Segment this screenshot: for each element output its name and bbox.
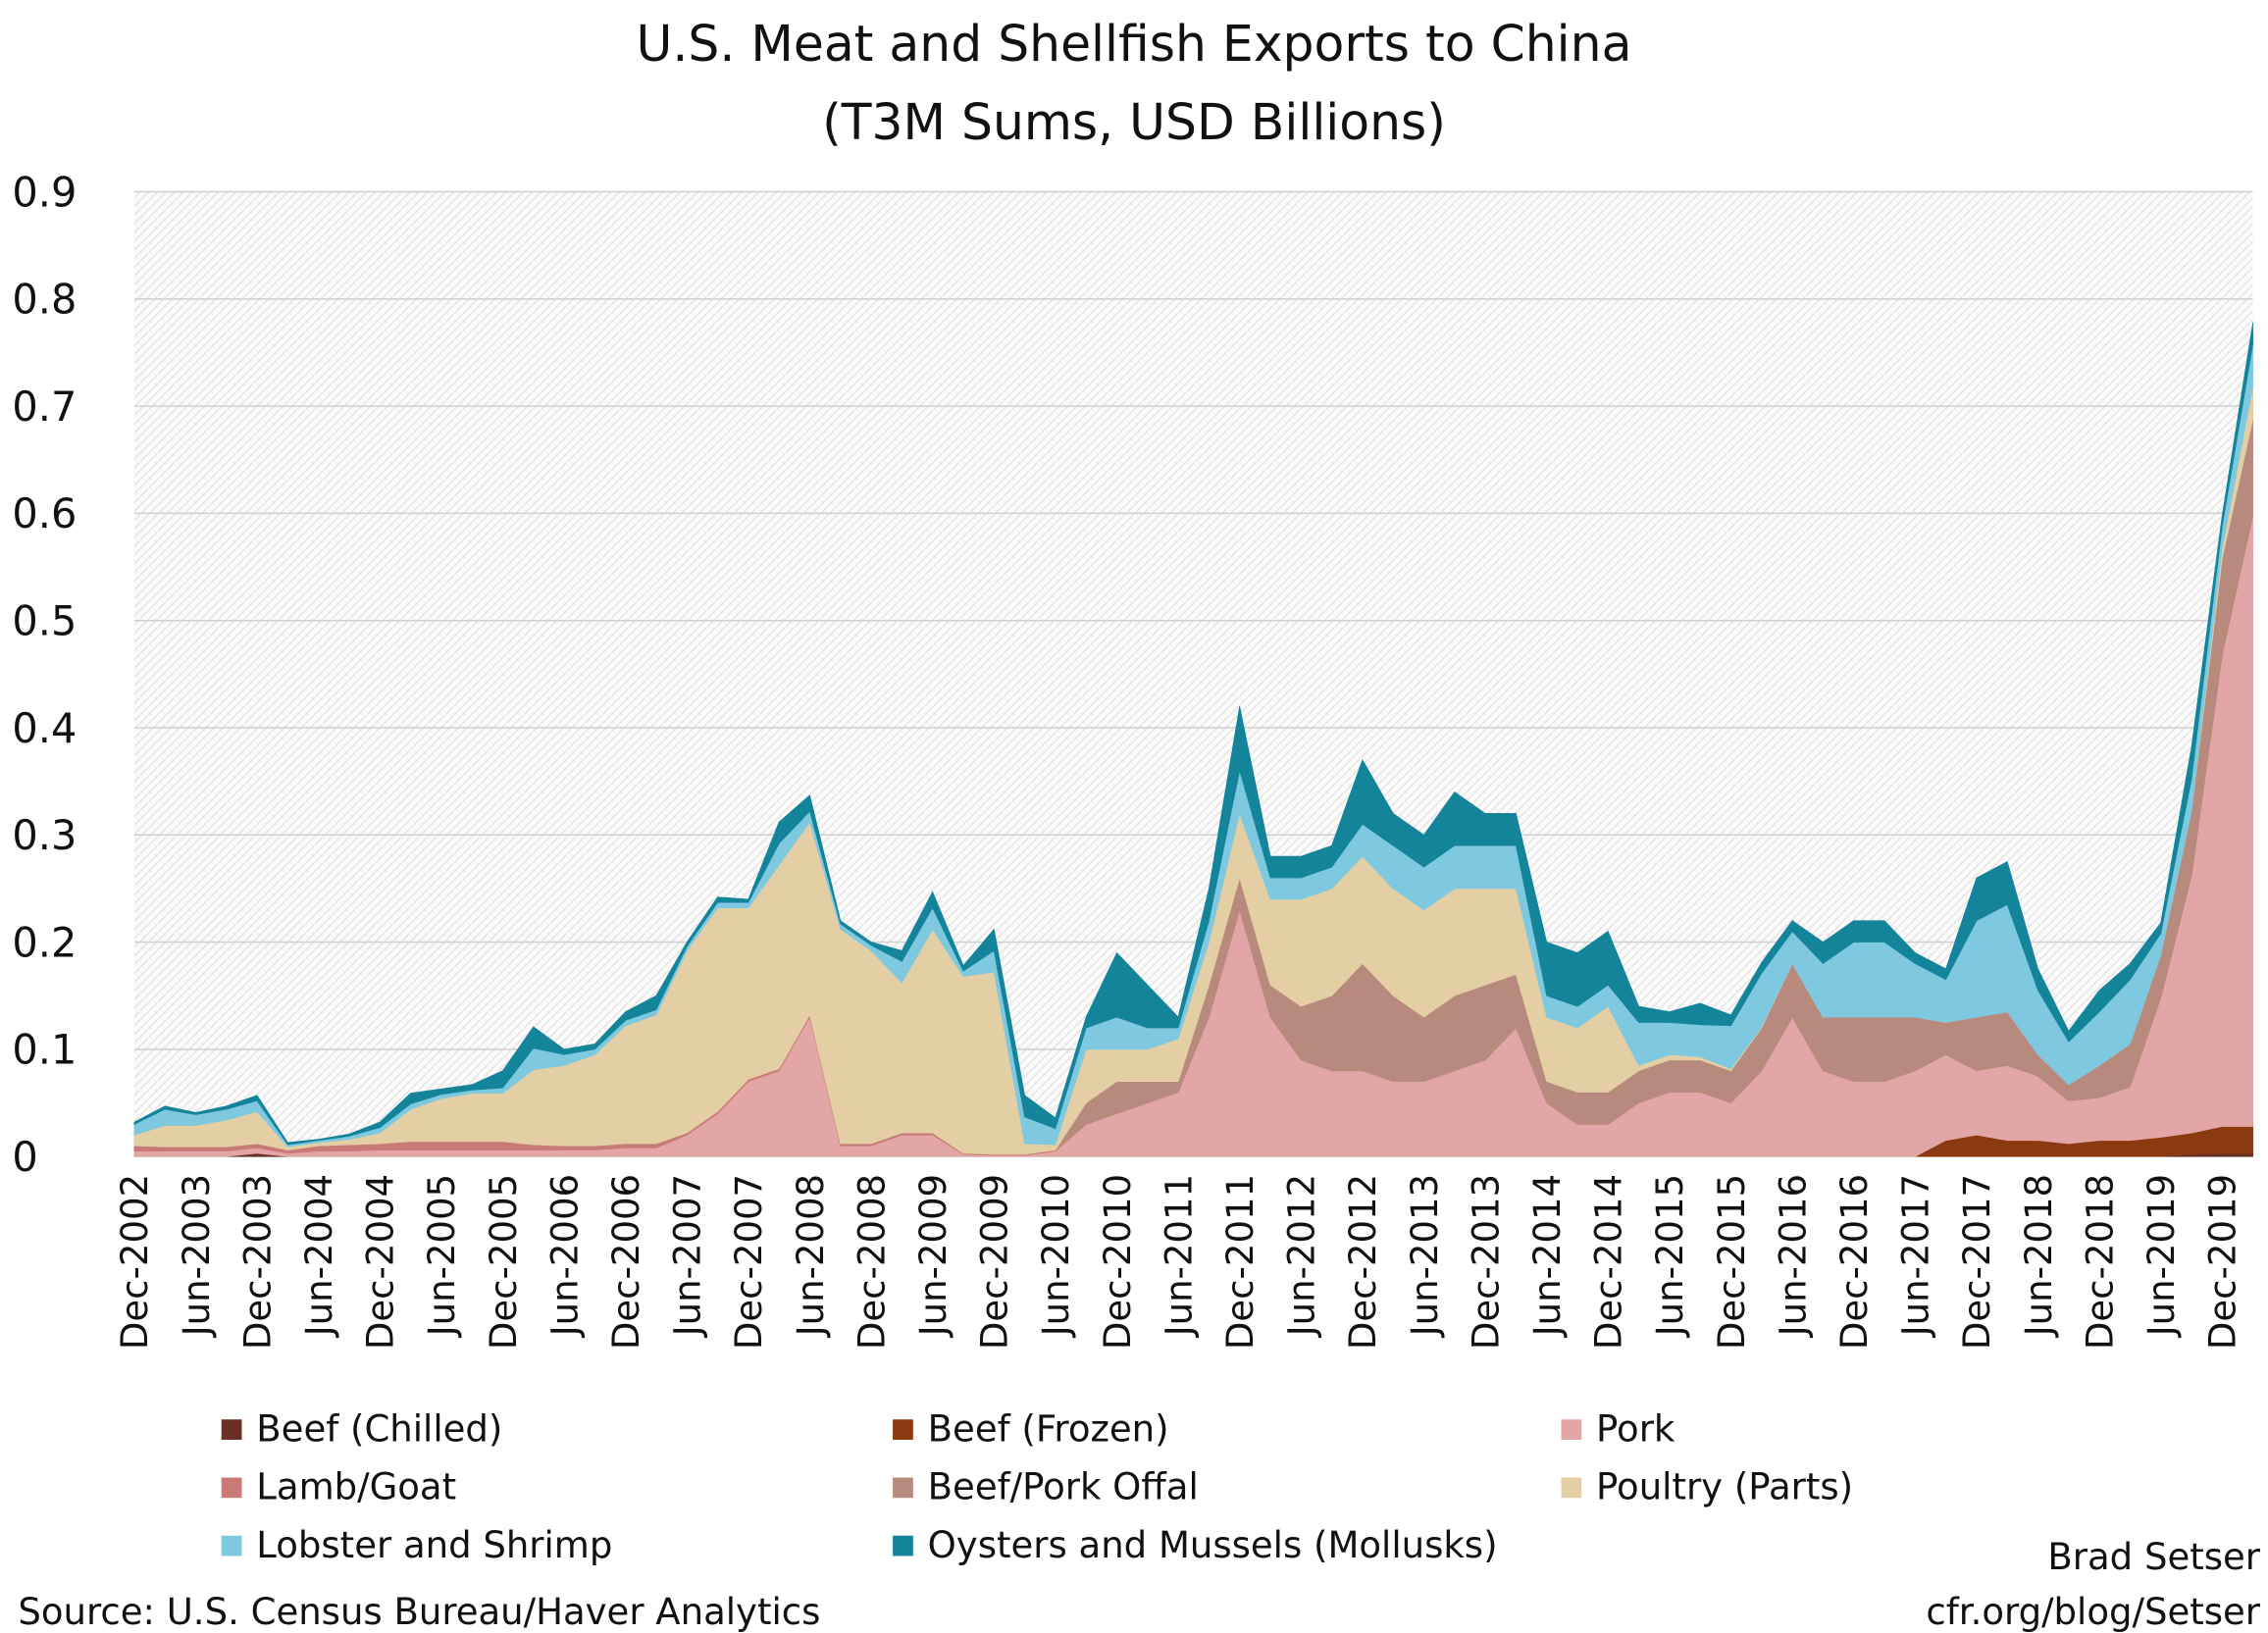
x-tick-label: Dec-2018 <box>2079 1174 2121 1350</box>
x-tick-label: Dec-2010 <box>1097 1174 1139 1350</box>
legend-label: Beef (Chilled) <box>256 1407 502 1450</box>
x-tick-label: Jun-2005 <box>421 1174 463 1338</box>
x-tick-label: Jun-2010 <box>1035 1174 1077 1338</box>
x-tick-label: Jun-2016 <box>1772 1174 1814 1338</box>
legend-label: Beef/Pork Offal <box>928 1466 1199 1508</box>
legend-swatch <box>1561 1477 1582 1499</box>
x-tick-label: Jun-2019 <box>2140 1174 2183 1338</box>
x-tick-label: Dec-2004 <box>360 1174 402 1350</box>
x-tick-label: Jun-2011 <box>1158 1174 1200 1338</box>
x-tick-label: Jun-2018 <box>2018 1174 2060 1338</box>
x-tick-label: Dec-2005 <box>483 1174 525 1350</box>
author: Brad Setser <box>2047 1536 2260 1578</box>
legend-label: Poultry (Parts) <box>1596 1466 1853 1508</box>
grid: 0 0.1 0.2 0.3 0.4 0.5 0.6 0.7 0.8 0.9 <box>12 169 2253 1181</box>
legend-label: Lamb/Goat <box>256 1466 456 1508</box>
legend-swatch <box>221 1535 242 1556</box>
x-tick-label: Jun-2006 <box>543 1174 586 1338</box>
x-tick-label: Jun-2015 <box>1649 1174 1691 1338</box>
x-tick-label: Dec-2012 <box>1342 1174 1384 1350</box>
x-tick-label: Jun-2017 <box>1895 1174 1937 1338</box>
y-tick-label: 0.1 <box>12 1027 77 1074</box>
x-tick-label: Dec-2003 <box>236 1174 279 1350</box>
x-tick-label: Jun-2004 <box>298 1174 340 1338</box>
x-tick-label: Dec-2014 <box>1588 1174 1630 1350</box>
x-tick-label: Jun-2014 <box>1526 1174 1569 1338</box>
y-tick-label: 0.8 <box>12 277 77 324</box>
legend-swatch <box>893 1419 913 1440</box>
y-tick-label: 0.5 <box>12 598 77 645</box>
x-tick-label: Dec-2008 <box>850 1174 893 1350</box>
x-tick-label: Jun-2007 <box>667 1174 709 1338</box>
x-tick-label: Dec-2015 <box>1711 1174 1753 1350</box>
x-tick-label: Jun-2009 <box>912 1174 954 1338</box>
y-tick-label: 0.6 <box>12 490 77 537</box>
area <box>133 322 2253 1146</box>
legend-label: Lobster and Shrimp <box>256 1524 612 1566</box>
x-tick-label: Dec-2013 <box>1465 1174 1507 1350</box>
legend-label: Beef (Frozen) <box>928 1407 1169 1450</box>
y-tick-label: 0.2 <box>12 919 77 966</box>
x-tick-label: Jun-2003 <box>176 1174 218 1338</box>
y-tick-label: 0.4 <box>12 705 77 752</box>
x-tick-label: Jun-2008 <box>790 1174 832 1338</box>
legend-swatch <box>221 1419 242 1440</box>
legend-label: Pork <box>1596 1407 1675 1450</box>
chart-title: U.S. Meat and Shellfish Exports to China <box>637 15 1632 73</box>
x-tick-label: Dec-2002 <box>114 1174 156 1350</box>
x-tick-label: Jun-2013 <box>1404 1174 1446 1338</box>
x-tick-label: Jun-2012 <box>1281 1174 1323 1338</box>
legend-label: Oysters and Mussels (Mollusks) <box>928 1524 1498 1566</box>
y-tick-label: 0.9 <box>12 169 77 216</box>
x-tick-label: Dec-2007 <box>728 1174 770 1350</box>
x-tick-label: Dec-2011 <box>1219 1174 1262 1350</box>
x-tick-label: Dec-2006 <box>605 1174 647 1350</box>
x-tick-label: Dec-2016 <box>1833 1174 1876 1350</box>
url: cfr.org/blog/Setser <box>1926 1591 2260 1633</box>
legend-swatch <box>221 1477 242 1499</box>
chart-subtitle: (T3M Sums, USD Billions) <box>822 93 1446 151</box>
x-tick-label: Dec-2019 <box>2202 1174 2244 1350</box>
legend-swatch <box>893 1535 913 1556</box>
y-tick-label: 0 <box>12 1134 37 1181</box>
source: Source: U.S. Census Bureau/Haver Analyti… <box>18 1591 820 1633</box>
y-tick-label: 0.3 <box>12 812 77 859</box>
y-tick-label: 0.7 <box>12 383 77 431</box>
legend-swatch <box>893 1477 913 1499</box>
x-tick-label: Dec-2017 <box>1956 1174 1998 1350</box>
x-tick-label: Dec-2009 <box>974 1174 1016 1350</box>
legend-swatch <box>1561 1419 1582 1440</box>
